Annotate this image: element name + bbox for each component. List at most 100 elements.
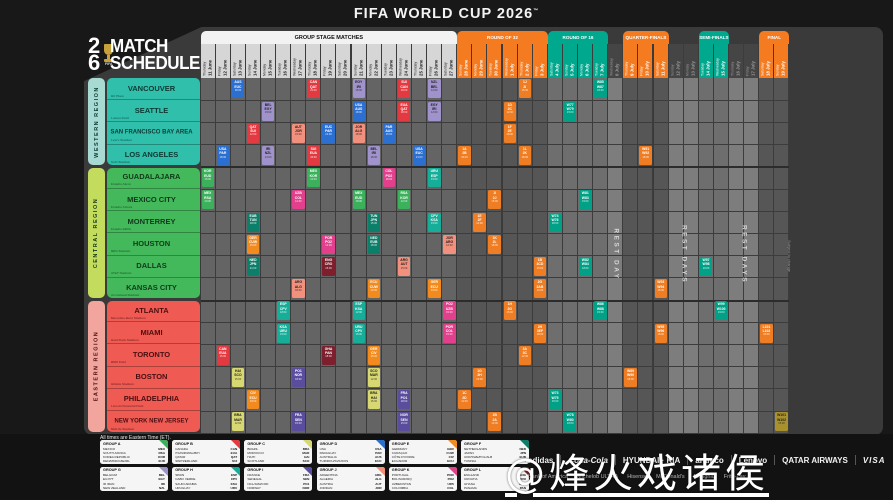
match-cell-CPV-KSA: CPV KSA 15:00 (428, 212, 441, 232)
date-header: Monday 29 June (472, 44, 488, 78)
date-label: Tuesday 7 July (594, 63, 605, 76)
sponsor-logo-michelob-ultra: Michelob ULTRA (577, 474, 619, 480)
match-cell-1B-3CD: 1B 3CD 15:00 (533, 256, 547, 277)
sponsor-logo-hisense: Hisense (627, 474, 648, 480)
match-cell-MEX-EUD: MEX EUD 18:00 (352, 190, 365, 210)
row-divider (200, 388, 790, 390)
match-cell-AUS-EUC: AUS EUC 18:00 (231, 79, 245, 99)
match-cell-ESP-CPV: ESP CPV 18:00 (277, 301, 290, 321)
city-cell-toronto: TORONTO BMO Field (107, 344, 200, 367)
region-label-text: WESTERN REGION (93, 85, 100, 158)
city-cell-guadalajara: GUADALAJARA Estadio Akron (107, 168, 200, 189)
sponsor-divider (854, 455, 856, 465)
group-box-d: GROUP D USA USA PARAGUAY PAR AUSTRALIA AUS TUR/… (316, 440, 385, 464)
date-header: Friday 17 July (744, 44, 760, 78)
rest-day-label: REST DAYS (740, 224, 748, 284)
match-cell-QAT-SUI: QAT SUI 12:00 (246, 123, 260, 143)
match-cell-IRI-NZL: IRI NZL 21:00 (261, 145, 275, 166)
sponsor-row-primary: adidas Coca-Cola HYUNDAI · KIA aramco Lenovo… (528, 452, 888, 468)
date-label: Sunday 28 June (458, 59, 469, 76)
date-header: Tuesday 16 June (276, 44, 292, 78)
match-cell-W99-W100: W99 W100 19:00 (714, 301, 728, 321)
match-cell-MEX-RSA: MEX RSA 20:00 (201, 190, 214, 210)
match-cell-JOR-ARG: JOR ARG 12:00 (443, 234, 456, 254)
date-label: Sunday 14 June (247, 59, 258, 76)
date-header: Saturday 27 June (442, 44, 458, 78)
city-cell-boston: BOSTON Gillette Stadium (107, 367, 200, 389)
match-cell-W91-W92: W91 W92 18:00 (639, 145, 652, 166)
match-cell-KOR-EUD: KOR EUD 15:00 (201, 168, 214, 188)
match-cell-URU-ESP: URU ESP 15:00 (428, 168, 441, 188)
date-label: Thursday 16 July (730, 61, 741, 76)
city-cell-seattle: SEATTLE Lumen Field (107, 100, 200, 123)
date-label: Saturday 18 July (760, 61, 771, 76)
match-cell-GER-CUW: GER CUW 15:00 (246, 234, 260, 254)
group-box-e: GROUP E GERMANY GER CURAÇAO CUW CÔTE D'IVOIRE… (388, 440, 457, 464)
date-label: Wednesday 17 June (292, 58, 303, 76)
match-cell-W89-W90: W89 W90 18:00 (624, 367, 637, 388)
date-label: Thursday 25 June (413, 59, 424, 76)
date-header: Thursday 16 July (729, 44, 745, 78)
region-label-text: EASTERN REGION (93, 331, 100, 402)
sponsor-divider (774, 455, 776, 465)
match-cell-RSA-KOR: RSA KOR 12:00 (397, 190, 411, 210)
match-cell-3A-3C: 3A 3C 12:00 (518, 345, 532, 365)
sponsor-divider (614, 455, 616, 465)
match-cell-PO2-UZB: PO2 UZB 15:00 (443, 301, 456, 321)
row-divider (200, 343, 790, 345)
date-header: Monday 22 June (366, 44, 382, 78)
date-header: Monday 6 July (578, 44, 594, 78)
city-cell-los-angeles: LOS ANGELES SoFi Stadium (107, 145, 200, 166)
section-header: GROUP STAGE MATCHES (200, 31, 458, 44)
match-cell-ARG-AUT: ARG AUT 15:00 (397, 256, 411, 277)
match-cell-1F-2E: 1F 2E 18:00 (503, 123, 516, 143)
region-cities: ATLANTA Mercedes-Benz Stadium MIAMI Hard Ro… (107, 301, 200, 432)
match-cell-BRA-HAI: BRA HAI 15:00 (367, 390, 381, 410)
group-box-l: GROUP L ENGLAND ENG CROATIA CRO GHANA GHA PANAM… (461, 466, 529, 491)
match-cell-1B-2A: 1B 2A 12:00 (488, 412, 501, 432)
row-divider (200, 121, 790, 123)
sponsor-logo-qatar-airways: QATAR AIRWAYS (782, 455, 848, 465)
date-header: Sunday 28 June (457, 44, 473, 78)
match-cell-CIV-ECU: CIV ECU 18:00 (246, 390, 260, 410)
row-divider (200, 366, 790, 368)
date-header: Thursday 25 June (411, 44, 427, 78)
match-cell-CAN-QAT: CAN QAT 21:00 (307, 79, 320, 99)
date-header: Sunday 21 June (351, 44, 367, 78)
match-cell-1J-2I: 1J 2I 15:00 (518, 79, 532, 99)
date-header: Sunday 14 June (245, 44, 261, 78)
date-label: Wednesday 8 July (609, 58, 620, 76)
match-cell-1I-2J: 1I 2J 15:00 (488, 190, 501, 210)
city-cell-dallas: DALLAS AT&T Stadium (107, 256, 200, 278)
page-title: FIFA WORLD CUP 2026™ (0, 6, 893, 22)
date-header: Friday 12 June (215, 44, 231, 78)
row-divider (200, 144, 790, 146)
region-label-eastern: EASTERN REGION (88, 301, 105, 432)
match-cell-GER-CIV: GER CIV 15:00 (367, 345, 381, 365)
city-cell-atlanta: ATLANTA Mercedes-Benz Stadium (107, 301, 200, 323)
section-header: QUARTER-FINALS (623, 31, 669, 44)
city-cell-san-francisco-bay-area: SAN FRANCISCO BAY AREA Levi's Stadium (107, 122, 200, 145)
sponsor-logo-bank-of-america: Bank of America (528, 474, 569, 480)
match-cell-PO1-NOR: PO1 NOR 18:00 (292, 367, 305, 388)
row-divider (200, 277, 790, 279)
group-box-h: GROUP H SPAIN ESP CABO VERDE CPV SAUDI ARABIA… (172, 466, 241, 491)
city-cell-houston: HOUSTON NRG Stadium (107, 233, 200, 256)
logo-26: 2 6 (88, 32, 101, 75)
city-cell-kansas-city: KANSAS CITY Arrowhead Stadium (107, 278, 200, 299)
date-label: Saturday 27 June (443, 59, 454, 76)
match-cell-2H-3EF: 2H 3EF 18:00 (533, 323, 547, 343)
match-cell-1K-2L: 1K 2L 18:00 (488, 234, 501, 254)
match-cell-SCO-MAR: SCO MAR 12:00 (367, 367, 381, 388)
match-cell-MEX-KOR: MEX KOR 12:00 (307, 168, 320, 188)
match-cell-AUT-JOR: AUT JOR 15:00 (292, 123, 305, 143)
group-box-c: GROUP C BRAZIL BRA MOROCCO MAR HAITI HAI SCOTLA… (244, 440, 313, 464)
date-header: Saturday 11 July (653, 44, 669, 78)
match-cell-1L-2K: 1L 2K 18:00 (518, 145, 532, 166)
region-cities: VANCOUVER BC Place SEATTLE Lumen Field SAN F… (107, 78, 200, 166)
date-label: Wednesday 1 July (504, 58, 514, 76)
group-box-a: GROUP A MEXICO MEX SOUTH AFRICA RSA KOREA REP… (100, 440, 168, 464)
sponsor-logo-aramco: aramco (695, 455, 724, 465)
match-cell-URU-CPV: URU CPV 15:00 (352, 323, 365, 343)
